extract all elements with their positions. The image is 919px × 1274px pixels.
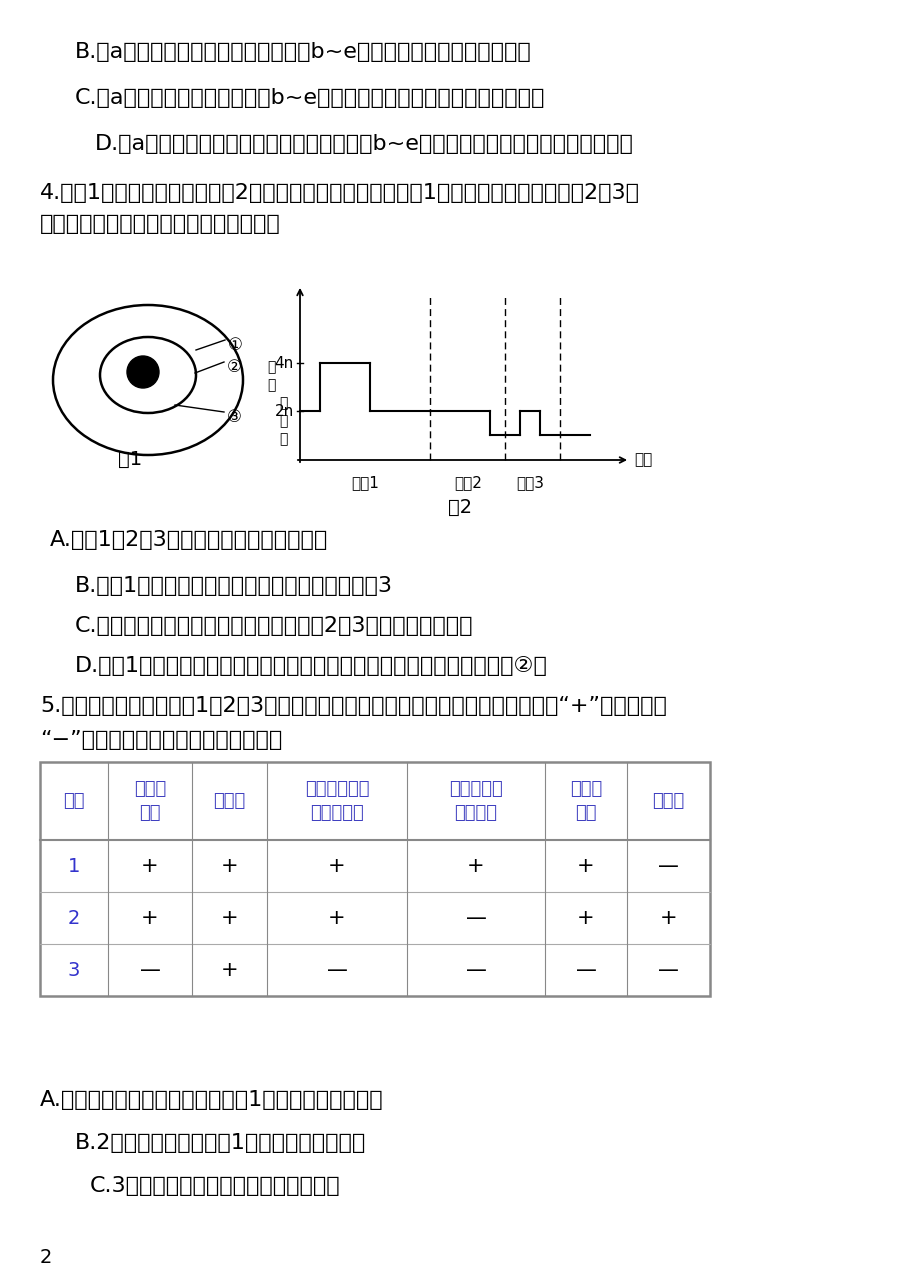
Text: D.若a为参与合成并分泌消化酶的细胞器，则b~e是核糖体、内质、高尔基体、线粒体: D.若a为参与合成并分泌消化酶的细胞器，则b~e是核糖体、内质、高尔基体、线粒体 (95, 134, 633, 154)
Text: 图1: 图1 (118, 450, 142, 469)
Text: 促性腔激素
释放激素: 促性腔激素 释放激素 (448, 780, 503, 822)
Text: 色: 色 (267, 378, 275, 392)
Text: —: — (465, 961, 486, 980)
Text: 5.取人体不同类型的细胞1、2、3，检测其基因组成及基因表达情况，结果如下表（“+”表示存在，: 5.取人体不同类型的细胞1、2、3，检测其基因组成及基因表达情况，结果如下表（“… (40, 696, 666, 716)
Text: 目: 目 (278, 432, 287, 446)
Text: —: — (657, 961, 678, 980)
Text: “−”表示不存在）。下列叙述错误的是: “−”表示不存在）。下列叙述错误的是 (40, 730, 282, 750)
Text: D.若图1为抗虫棉细胞的部分结构，为防止基因污染，则抗虫基因应导入②内: D.若图1为抗虫棉细胞的部分结构，为防止基因污染，则抗虫基因应导入②内 (75, 656, 548, 676)
Text: 3: 3 (68, 961, 80, 980)
Text: +: + (221, 961, 238, 980)
Text: 4n: 4n (275, 355, 294, 371)
Text: 促性腔激素释
放激素基因: 促性腔激素释 放激素基因 (304, 780, 369, 822)
Text: +: + (576, 908, 595, 927)
Circle shape (127, 355, 159, 389)
Text: 图2: 图2 (448, 498, 471, 517)
Text: B.若a为多聚体，由单体连接而成，则b~e有多糖、蛋白质、脂肪、核酸: B.若a为多聚体，由单体连接而成，则b~e有多糖、蛋白质、脂肪、核酸 (75, 42, 531, 62)
Text: 呼吸酶
基因: 呼吸酶 基因 (134, 780, 166, 822)
Text: B.若图1为人体卵巢中细胞，则该细胞不处在过程3: B.若图1为人体卵巢中细胞，则该细胞不处在过程3 (75, 576, 392, 596)
Text: C.若a表示植物细胞的结构，则b~e代表细胞壁、细胞膜、细胞质、细胞核: C.若a表示植物细胞的结构，则b~e代表细胞壁、细胞膜、细胞质、细胞核 (75, 88, 545, 108)
Text: 数: 数 (278, 414, 287, 428)
Text: 过程1: 过程1 (351, 475, 379, 490)
Text: 2: 2 (68, 908, 80, 927)
Text: +: + (328, 908, 346, 927)
Text: 染: 染 (267, 361, 275, 375)
Text: +: + (328, 856, 346, 877)
Text: 过程3: 过程3 (516, 475, 543, 490)
Text: 呼吸酶: 呼吸酶 (213, 792, 245, 810)
Text: 过程2: 过程2 (454, 475, 482, 490)
Text: —: — (326, 961, 347, 980)
Text: +: + (659, 908, 676, 927)
Text: C.3细胞可以进行有机物的彻底氧化分解: C.3细胞可以进行有机物的彻底氧化分解 (90, 1176, 340, 1196)
Text: B.2细胞的分泌过程可受1细胞所处器官的调节: B.2细胞的分泌过程可受1细胞所处器官的调节 (75, 1133, 366, 1153)
Text: 细胞: 细胞 (63, 792, 85, 810)
Text: +: + (576, 856, 595, 877)
Text: ③: ③ (227, 408, 242, 426)
Text: 4.下图1表示细胞结构简图；图2是染色体数目变化曲线，过程1示体细胞增殖过程，过程2、3示: 4.下图1表示细胞结构简图；图2是染色体数目变化曲线，过程1示体细胞增殖过程，过… (40, 183, 640, 203)
Text: +: + (221, 856, 238, 877)
Text: A.与机体渗透压调节有关的激素〔1细胞所处的器官分泌: A.与机体渗透压调节有关的激素〔1细胞所处的器官分泌 (40, 1091, 383, 1110)
Text: +: + (467, 856, 484, 877)
Text: C.产前诊断宜选择孕妇体内正在发生过程2、3的细胞分裂时进行: C.产前诊断宜选择孕妇体内正在发生过程2、3的细胞分裂时进行 (75, 617, 473, 636)
Text: 时期: 时期 (633, 452, 652, 468)
Text: ①: ① (228, 336, 243, 354)
Text: +: + (221, 908, 238, 927)
Text: 胰岛素: 胰岛素 (652, 792, 684, 810)
Text: 体: 体 (278, 396, 287, 410)
Text: 2: 2 (40, 1249, 52, 1268)
Text: —: — (575, 961, 596, 980)
Text: A.过程1、2、3都可能发生突变和基因重组: A.过程1、2、3都可能发生突变和基因重组 (50, 530, 328, 550)
Text: 生殖细胞形成过程。下列说法中正确的是: 生殖细胞形成过程。下列说法中正确的是 (40, 214, 280, 234)
Text: ②: ② (227, 358, 242, 376)
Bar (40, 762, 709, 996)
Text: 1: 1 (68, 856, 80, 875)
Text: —: — (657, 856, 678, 877)
Text: 胰岛素
基因: 胰岛素 基因 (569, 780, 601, 822)
Text: —: — (140, 961, 160, 980)
Text: +: + (141, 908, 159, 927)
Text: +: + (141, 856, 159, 877)
Text: 2n: 2n (275, 404, 294, 418)
Text: —: — (465, 908, 486, 927)
